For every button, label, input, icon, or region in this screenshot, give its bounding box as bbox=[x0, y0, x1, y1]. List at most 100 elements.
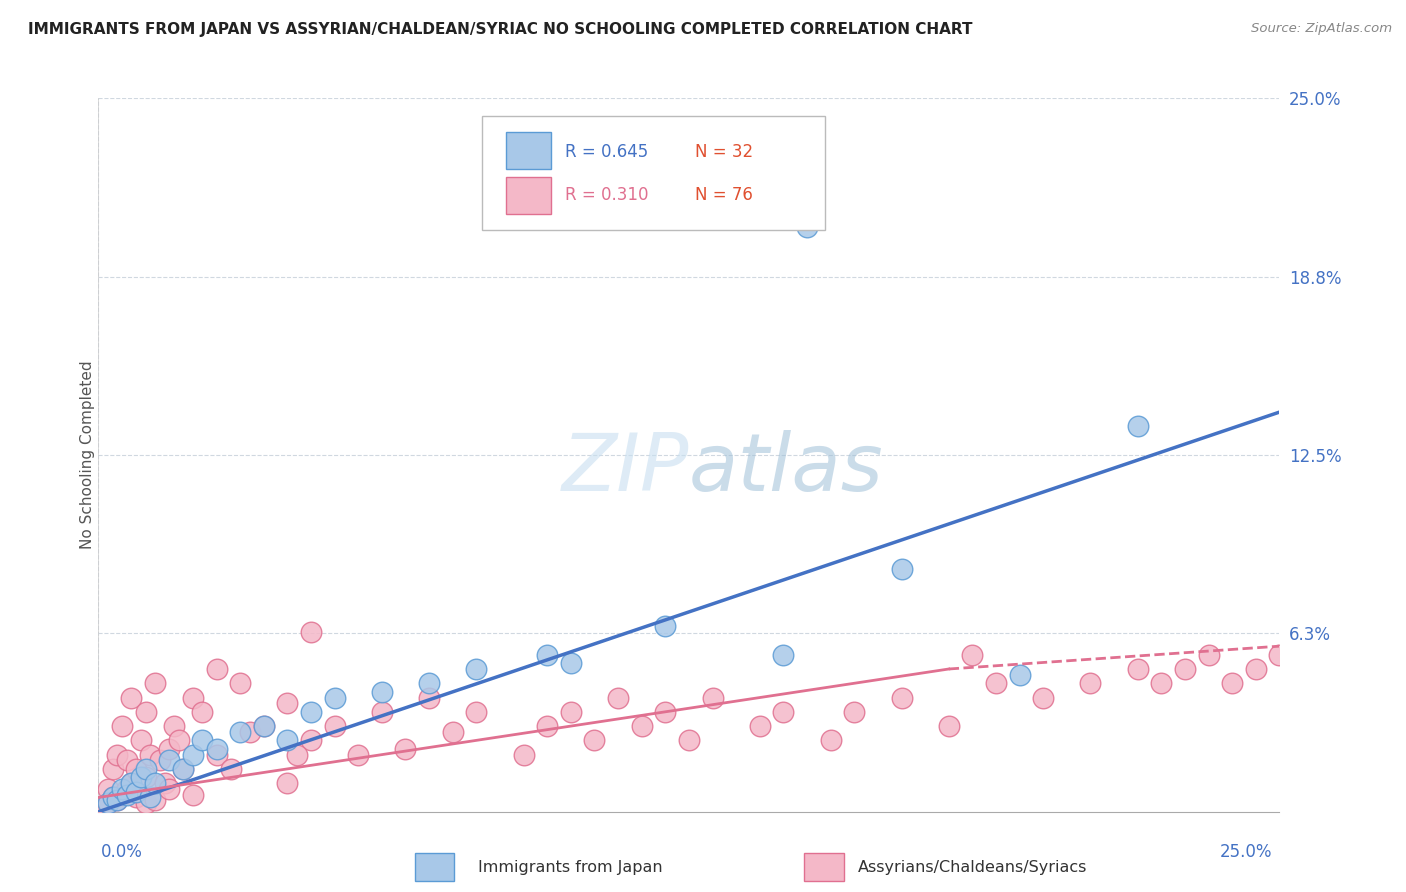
Point bbox=[299, 733, 322, 747]
Point bbox=[121, 690, 143, 705]
Point bbox=[702, 690, 724, 705]
Point bbox=[219, 762, 242, 776]
Point bbox=[157, 781, 180, 796]
Point bbox=[172, 762, 194, 776]
Point bbox=[418, 690, 440, 705]
Point bbox=[253, 719, 276, 733]
Point bbox=[111, 719, 134, 733]
Text: R = 0.310: R = 0.310 bbox=[565, 186, 648, 204]
Point bbox=[938, 719, 960, 733]
Point bbox=[560, 705, 582, 719]
Point bbox=[105, 747, 128, 762]
Point bbox=[135, 796, 157, 810]
Point bbox=[205, 747, 228, 762]
Text: N = 76: N = 76 bbox=[695, 186, 752, 204]
Point bbox=[191, 733, 214, 747]
Point bbox=[149, 753, 172, 767]
Point bbox=[167, 733, 190, 747]
Point bbox=[772, 705, 794, 719]
Point bbox=[441, 724, 464, 739]
Point bbox=[299, 705, 322, 719]
Point bbox=[139, 790, 162, 805]
Point bbox=[129, 733, 152, 747]
Point bbox=[796, 219, 818, 234]
Point bbox=[139, 747, 162, 762]
Point bbox=[654, 705, 676, 719]
Point bbox=[536, 719, 558, 733]
FancyBboxPatch shape bbox=[506, 177, 551, 214]
Point bbox=[97, 781, 120, 796]
Point bbox=[181, 747, 204, 762]
Point bbox=[115, 788, 138, 802]
Point bbox=[172, 762, 194, 776]
Point bbox=[253, 719, 276, 733]
Text: Source: ZipAtlas.com: Source: ZipAtlas.com bbox=[1251, 22, 1392, 36]
Point bbox=[205, 742, 228, 756]
Point bbox=[1032, 690, 1054, 705]
Point bbox=[371, 705, 394, 719]
Point bbox=[465, 705, 488, 719]
Point bbox=[101, 762, 124, 776]
Point bbox=[1268, 648, 1291, 662]
Point bbox=[181, 690, 204, 705]
Point bbox=[607, 690, 630, 705]
Point bbox=[129, 771, 152, 785]
Text: 25.0%: 25.0% bbox=[1220, 843, 1272, 861]
Point bbox=[163, 719, 186, 733]
Point bbox=[157, 742, 180, 756]
Point bbox=[181, 788, 204, 802]
Point bbox=[1220, 676, 1243, 690]
Text: Immigrants from Japan: Immigrants from Japan bbox=[478, 860, 662, 874]
Point bbox=[91, 799, 114, 814]
Point bbox=[844, 705, 866, 719]
Point bbox=[299, 624, 322, 639]
Text: IMMIGRANTS FROM JAPAN VS ASSYRIAN/CHALDEAN/SYRIAC NO SCHOOLING COMPLETED CORRELA: IMMIGRANTS FROM JAPAN VS ASSYRIAN/CHALDE… bbox=[28, 22, 973, 37]
FancyBboxPatch shape bbox=[506, 132, 551, 169]
Point bbox=[560, 657, 582, 671]
Point bbox=[143, 676, 166, 690]
Point bbox=[323, 719, 346, 733]
Point bbox=[285, 747, 308, 762]
Point bbox=[1126, 662, 1149, 676]
Y-axis label: No Schooling Completed: No Schooling Completed bbox=[80, 360, 94, 549]
Point bbox=[101, 790, 124, 805]
Point bbox=[105, 793, 128, 807]
Point bbox=[135, 762, 157, 776]
Point bbox=[111, 781, 134, 796]
Text: atlas: atlas bbox=[689, 430, 884, 508]
Point bbox=[125, 785, 148, 799]
Point bbox=[512, 747, 534, 762]
Point bbox=[890, 690, 912, 705]
Point bbox=[678, 733, 700, 747]
Point bbox=[229, 676, 252, 690]
Point bbox=[962, 648, 984, 662]
Point bbox=[1126, 419, 1149, 434]
Text: Assyrians/Chaldeans/Syriacs: Assyrians/Chaldeans/Syriacs bbox=[858, 860, 1087, 874]
Point bbox=[772, 648, 794, 662]
Point bbox=[101, 790, 124, 805]
Point bbox=[1198, 648, 1220, 662]
Point bbox=[121, 776, 143, 790]
Point bbox=[105, 793, 128, 807]
Point bbox=[371, 685, 394, 699]
Text: 0.0%: 0.0% bbox=[101, 843, 143, 861]
Point bbox=[890, 562, 912, 576]
Point bbox=[115, 753, 138, 767]
Point bbox=[820, 733, 842, 747]
Point bbox=[654, 619, 676, 633]
Point bbox=[347, 747, 370, 762]
Point bbox=[191, 705, 214, 719]
Point bbox=[984, 676, 1007, 690]
Point bbox=[1008, 667, 1031, 681]
Point bbox=[1174, 662, 1197, 676]
Point bbox=[157, 753, 180, 767]
Point bbox=[323, 690, 346, 705]
Point bbox=[143, 776, 166, 790]
Point bbox=[418, 676, 440, 690]
Point bbox=[125, 790, 148, 805]
Text: R = 0.645: R = 0.645 bbox=[565, 144, 648, 161]
Point bbox=[536, 648, 558, 662]
Point bbox=[125, 762, 148, 776]
Point bbox=[276, 733, 298, 747]
Point bbox=[143, 793, 166, 807]
